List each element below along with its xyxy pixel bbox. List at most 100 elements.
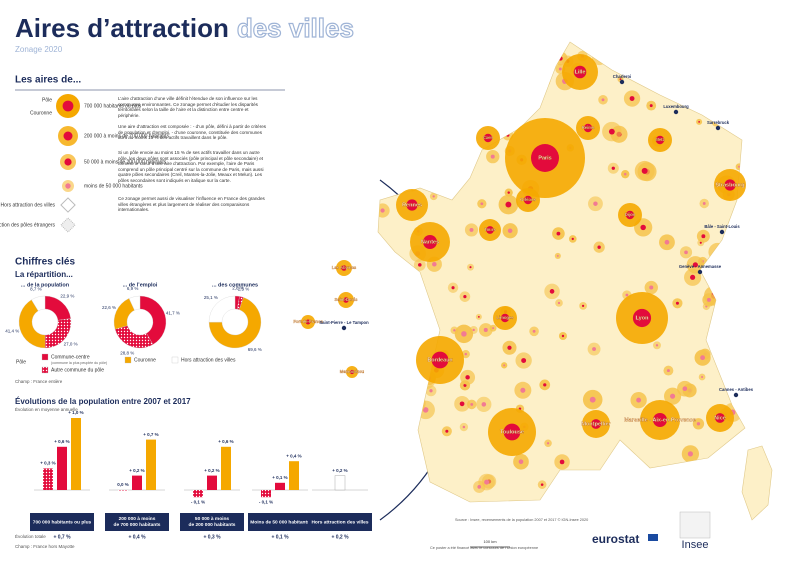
pole: [589, 396, 596, 403]
pole: [690, 274, 696, 280]
bar-label: 0,0 %: [117, 482, 129, 487]
aire: [496, 85, 512, 102]
aire: [406, 104, 418, 116]
pole: [699, 241, 702, 244]
pole: [472, 328, 475, 332]
city-label: Nice: [714, 415, 726, 421]
key-heading: Chiffres clés: [15, 257, 75, 268]
pole: [666, 369, 670, 373]
bar-label: - 0,1 %: [259, 499, 273, 504]
aire: [429, 488, 437, 496]
pole-large: [573, 65, 587, 79]
aire: [395, 379, 409, 393]
pole: [435, 103, 442, 110]
donut-label: 8,7 %: [30, 286, 42, 291]
pole: [503, 364, 506, 367]
pole: [636, 397, 642, 403]
aire: [733, 43, 742, 52]
pole: [629, 96, 635, 101]
city-label: Fort-de-France: [293, 319, 323, 324]
city-label: Mamoudzou: [340, 369, 365, 374]
pole: [441, 65, 448, 71]
cofund: Ce poster a été financé avec le concours…: [430, 546, 538, 550]
foreign-pole: [733, 392, 739, 398]
city-label: Genève - Annemasse: [679, 264, 722, 269]
aire: [512, 107, 524, 119]
pole: [463, 383, 467, 387]
pole: [422, 407, 429, 413]
bar: [118, 490, 128, 491]
pole: [507, 191, 510, 194]
pole: [619, 78, 622, 81]
city-label: Bordeaux: [427, 357, 453, 363]
aire: [394, 156, 408, 170]
donut-title: ... de l’emploi: [123, 282, 158, 288]
category-label: Moins de 50 000 habitants: [250, 519, 310, 525]
aire: [525, 90, 541, 105]
pole: [410, 183, 415, 188]
pole: [506, 133, 510, 137]
donut-label: 27,0 %: [64, 342, 78, 347]
legend-foreign: Attraction des pôles étrangers: [0, 222, 55, 228]
city-label: Lyon: [636, 315, 650, 321]
legend-label: Autre commune du pôle: [51, 367, 104, 373]
pole: [558, 56, 563, 61]
city-label: Dijon: [625, 212, 636, 217]
legend-heading: Les aires de...: [15, 75, 81, 86]
bar: [207, 475, 217, 490]
pole: [692, 262, 698, 268]
city-label: Cannes - Antibes: [719, 387, 754, 392]
pole: [385, 289, 391, 295]
pole: [738, 252, 745, 258]
pole: [675, 301, 679, 305]
category-label: 50 000 à moins de 200 000 habitants: [189, 516, 236, 528]
pole: [383, 103, 387, 107]
city-label: Nantes: [421, 239, 439, 245]
pole-large: [500, 313, 510, 323]
pole: [561, 334, 565, 338]
pole-large: [343, 297, 349, 303]
pole: [558, 67, 562, 71]
pole: [469, 266, 472, 269]
pole: [549, 289, 555, 294]
pole: [670, 393, 676, 399]
legend-label: Couronne: [134, 357, 156, 363]
pole: [411, 65, 415, 69]
legend-hors-symbol: [60, 197, 76, 213]
pole: [413, 105, 416, 108]
aire: [726, 42, 739, 55]
title-accent: des villes: [237, 13, 354, 43]
aire: [718, 80, 730, 92]
city-label: Sarrebruck: [707, 120, 730, 125]
aire: [378, 283, 397, 301]
pole: [532, 329, 536, 333]
pole-large: [305, 319, 311, 325]
city-label: Metz: [655, 137, 664, 142]
legend-class: 50 000 à moins de 200 000 habitants: [84, 159, 167, 165]
pole-large: [655, 135, 665, 145]
pole: [556, 231, 561, 236]
pole: [398, 161, 403, 166]
city-label: Charleroi: [613, 74, 631, 79]
bar: [261, 490, 271, 498]
donut-label: 69,6 %: [248, 347, 262, 352]
pole-large: [591, 419, 601, 429]
pole-large: [531, 144, 559, 172]
bar: [43, 468, 53, 490]
foreign-pole: [341, 325, 347, 331]
legend-pole-symbol: [62, 100, 74, 112]
legend-class: moins de 50 000 habitants: [84, 183, 143, 189]
category: Hors attraction des villes: [308, 513, 372, 531]
pole: [636, 49, 640, 53]
pole: [380, 208, 385, 213]
pole: [530, 95, 536, 101]
city-label: Rennes: [402, 202, 422, 208]
aire: [512, 79, 526, 94]
bar-label: + 0,6 %: [54, 439, 69, 444]
pole: [404, 145, 408, 149]
pole: [422, 49, 428, 55]
aire: [378, 185, 386, 196]
aire: [399, 313, 418, 332]
evolution-subtitle: Évolution en moyenne annuelle: [15, 406, 78, 412]
pole-large: [503, 423, 521, 441]
